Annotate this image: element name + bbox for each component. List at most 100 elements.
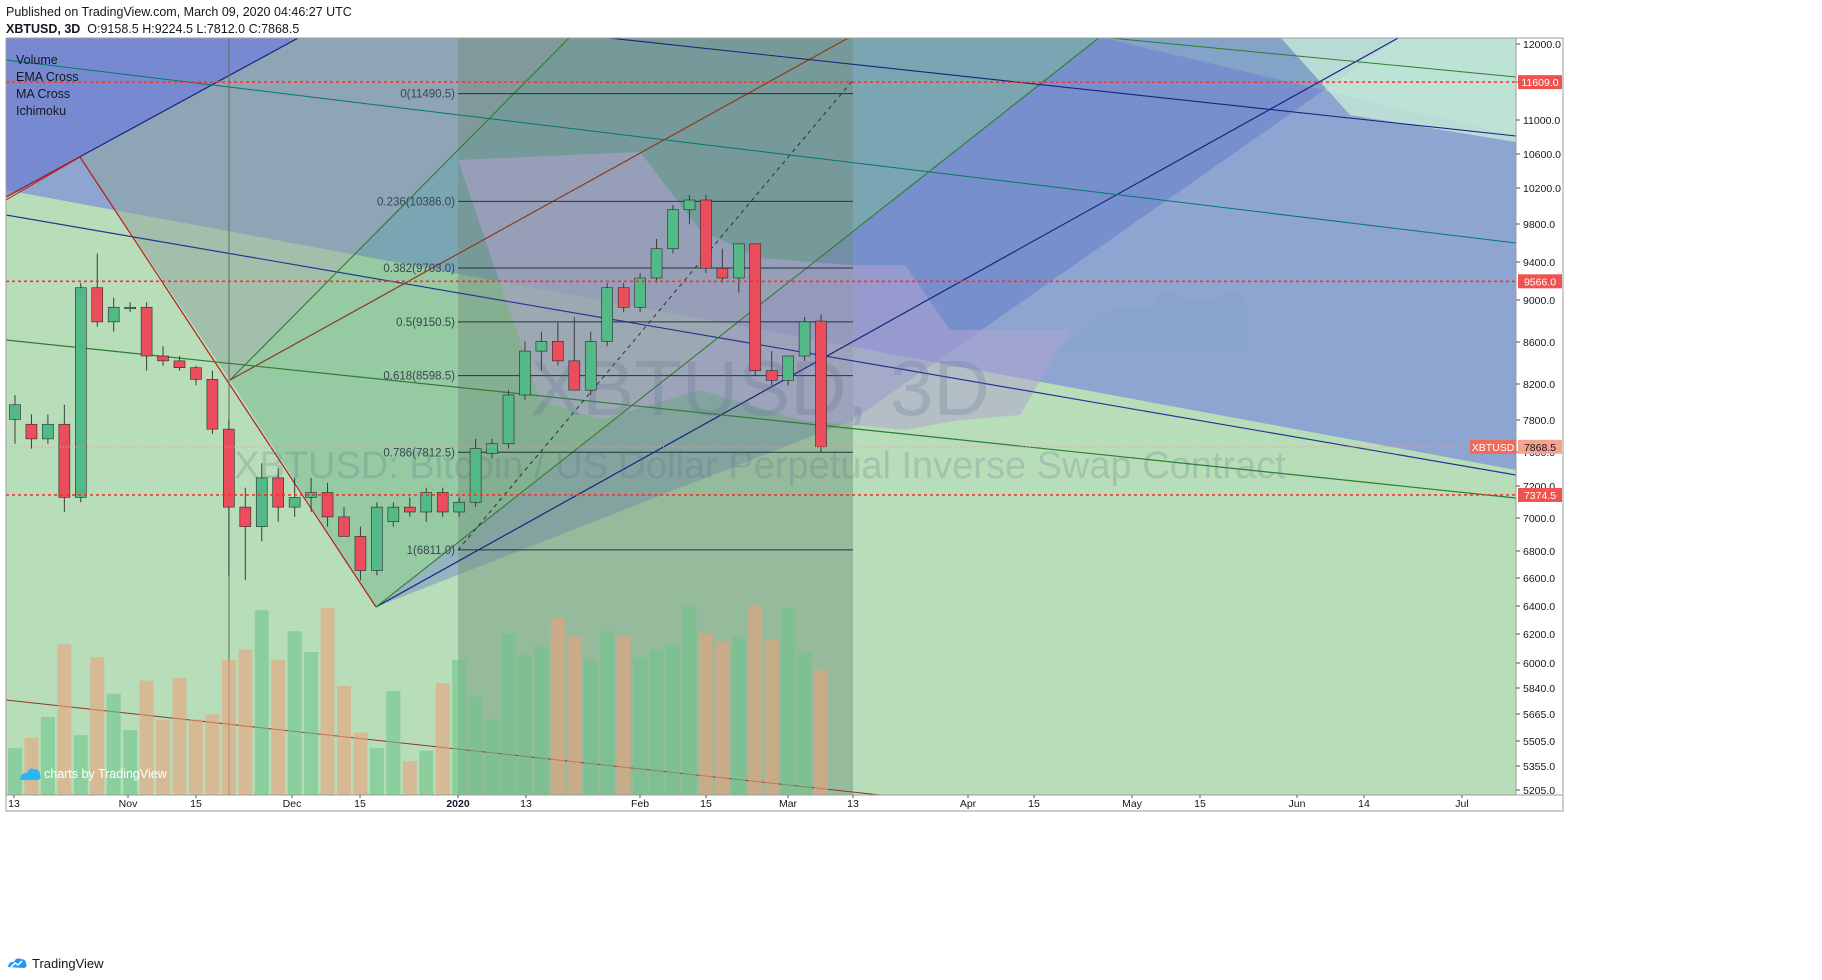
footer-brand[interactable]: TradingView xyxy=(32,955,104,971)
volume-bar xyxy=(501,633,516,795)
symbol-label[interactable]: XBTUSD, 3D xyxy=(6,22,81,36)
x-tick-label: May xyxy=(1122,798,1143,810)
volume-bar xyxy=(24,737,39,795)
fib-level-label: 0.382(9703.0) xyxy=(383,263,455,275)
y-tick-label: 5840.0 xyxy=(1523,683,1555,695)
x-tick-label: 15 xyxy=(190,798,202,810)
candle-body xyxy=(387,506,400,523)
volume-bar xyxy=(781,607,796,795)
price-tag-value: 7868.5 xyxy=(1524,442,1556,454)
x-tick-label: 2020 xyxy=(446,798,470,810)
y-tick-label: 9400.0 xyxy=(1523,257,1555,269)
red-triangle-left xyxy=(6,156,81,201)
y-tick-label: 10600.0 xyxy=(1523,149,1561,161)
candle-body xyxy=(716,267,729,279)
y-tick-label: 5505.0 xyxy=(1523,736,1555,748)
volume-bar xyxy=(616,636,631,795)
candle-body xyxy=(469,448,482,503)
charts-by-tradingview: charts by TradingView xyxy=(44,767,168,781)
x-tick-label: 13 xyxy=(8,798,20,810)
volume-bar xyxy=(550,618,565,795)
candle-body xyxy=(75,287,87,498)
low-value: 7812.0 xyxy=(206,22,246,36)
price-chart[interactable]: 0(11490.5) 0.236(10386.0) 0.382(9703.0) 0.5… xyxy=(0,0,1822,950)
candle-body xyxy=(683,199,696,211)
x-tick-label: Jun xyxy=(1289,798,1306,810)
volume-bar xyxy=(73,735,88,795)
price-tag-bg xyxy=(1518,274,1562,289)
candle-body xyxy=(436,492,449,513)
price-tag-value: 9566.0 xyxy=(1524,276,1556,288)
volume-bar xyxy=(698,633,713,795)
candle-body xyxy=(420,492,433,513)
volume-bar xyxy=(369,748,384,795)
volume-bar xyxy=(600,631,615,795)
fib-level-label: 0.5(9150.5) xyxy=(396,317,455,329)
x-tick-label: Dec xyxy=(283,798,302,810)
candle-body xyxy=(650,248,663,279)
indicator-volume[interactable]: Volume xyxy=(16,53,58,67)
y-tick-label: 5205.0 xyxy=(1523,785,1555,797)
candle-body xyxy=(25,423,38,440)
ohlc-line: XBTUSD, 3D O:9158.5 H:9224.5 L:7812.0 C:… xyxy=(6,21,352,38)
upper-right-light-band xyxy=(1280,38,1516,142)
fib-level-label: 0(11490.5) xyxy=(400,89,455,101)
x-tick-label: Feb xyxy=(631,798,649,810)
volume-bar xyxy=(402,761,417,795)
ichimoku-cloud xyxy=(458,152,1070,430)
candle-body xyxy=(502,394,515,445)
indicator-ema-cross[interactable]: EMA Cross xyxy=(16,70,79,84)
indicator-ma-cross[interactable]: MA Cross xyxy=(16,87,71,101)
volume-bar xyxy=(468,696,483,795)
candle-body xyxy=(42,423,54,440)
candle-body xyxy=(403,506,416,513)
volume-bar xyxy=(254,610,269,795)
x-tick-label: 15 xyxy=(700,798,712,810)
volume-bar xyxy=(567,636,582,795)
candle-body xyxy=(321,492,334,518)
volume-bar xyxy=(90,657,105,795)
candle-body xyxy=(453,501,465,513)
candle-body xyxy=(667,209,679,250)
y-tick-label: 5355.0 xyxy=(1523,761,1555,773)
open-label: O: xyxy=(87,22,101,36)
y-tick-label: 6000.0 xyxy=(1523,658,1555,670)
volume-bar xyxy=(287,631,302,795)
y-tick-label: 10200.0 xyxy=(1523,183,1561,195)
candle-body xyxy=(782,355,794,381)
y-tick-label: 9000.0 xyxy=(1523,295,1555,307)
candle-body xyxy=(371,506,383,571)
candle-body xyxy=(190,367,202,380)
candle-body xyxy=(223,428,235,508)
volume-bar xyxy=(583,659,598,795)
y-tick-label: 7000.0 xyxy=(1523,513,1555,525)
indicator-ichimoku[interactable]: Ichimoku xyxy=(16,104,67,118)
candle-body xyxy=(173,360,186,368)
watermark-description: XBTUSD: Bitcoin / US Dollar Perpetual In… xyxy=(234,445,1286,487)
volume-bar xyxy=(715,641,730,795)
indicator-legend: Volume EMA Cross MA Cross Ichimoku xyxy=(16,52,79,120)
volume-bar xyxy=(682,605,697,795)
red-triangle-right xyxy=(79,156,377,608)
price-tag-bg xyxy=(1518,487,1562,502)
chart-header: Published on TradingView.com, March 09, … xyxy=(6,4,352,38)
volume-bar xyxy=(337,685,351,795)
candle-body xyxy=(798,321,811,357)
fib-level-label: 0.618(8598.5) xyxy=(383,371,455,383)
volume-bar xyxy=(123,730,138,795)
candle-body xyxy=(124,306,136,310)
candle-body xyxy=(815,320,827,448)
volume-bar xyxy=(731,636,746,795)
candle-body xyxy=(107,306,120,323)
published-line: Published on TradingView.com, March 09, … xyxy=(6,5,352,19)
volume-bar xyxy=(797,652,812,795)
y-tick-label: 11000.0 xyxy=(1523,115,1560,127)
ichimoku-future-cloud xyxy=(1060,290,1248,352)
volume-bar xyxy=(666,644,680,795)
volume-bar xyxy=(40,717,55,795)
candle-body xyxy=(568,360,581,391)
volume-bar xyxy=(764,639,779,795)
candle-body xyxy=(206,379,219,430)
candle-body xyxy=(91,287,104,323)
x-tick-label: 15 xyxy=(354,798,366,810)
